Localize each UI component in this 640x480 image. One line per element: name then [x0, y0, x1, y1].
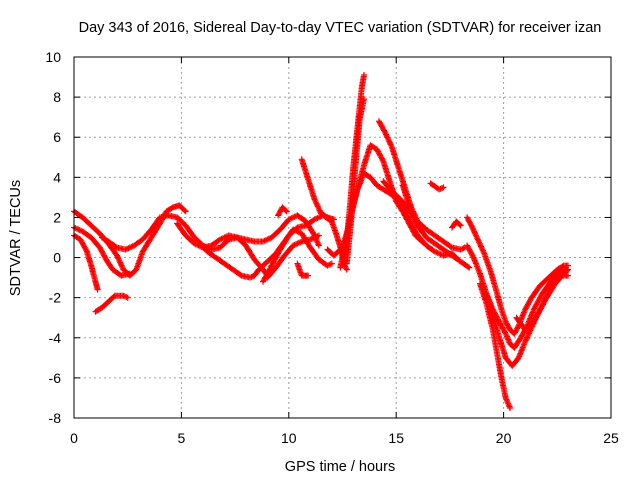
series-arc-6	[174, 212, 322, 251]
y-tick-label: 0	[53, 250, 61, 266]
series-arc-21	[449, 218, 464, 231]
y-tick-label: -2	[49, 290, 62, 306]
y-tick-label: -4	[49, 330, 62, 346]
tick-labels: 0 5 10 15 20 25 -8 -6 -4 -2 0 2 4 6 8 10	[45, 49, 619, 446]
chart-title: Day 343 of 2016, Sidereal Day-to-day VTE…	[79, 20, 602, 36]
data-marks	[399, 182, 417, 219]
data-marks	[264, 232, 322, 281]
y-tick-label: -6	[49, 370, 62, 386]
y-tick-label: 4	[53, 169, 61, 185]
x-tick-label: 10	[281, 430, 297, 446]
series-arc-4	[92, 292, 131, 315]
data-marks	[275, 204, 290, 219]
data-points	[71, 72, 571, 411]
y-tick-label: 8	[53, 89, 61, 105]
data-marks	[477, 280, 513, 411]
axes	[73, 56, 612, 419]
data-marks	[464, 214, 571, 337]
data-marks	[174, 212, 322, 251]
series-arc-24	[477, 280, 513, 411]
series-arc-9	[264, 232, 322, 281]
data-marks	[298, 156, 337, 223]
series-arc-11	[294, 260, 312, 279]
data-marks	[92, 292, 131, 315]
y-tick-label: 10	[45, 49, 61, 65]
data-marks	[343, 96, 367, 267]
x-tick-label: 5	[178, 430, 186, 446]
series-arc-20	[427, 180, 447, 193]
plot-frame	[73, 56, 612, 419]
x-axis-label: GPS time / hours	[285, 459, 395, 475]
x-tick-label: 15	[388, 430, 404, 446]
series-arc-22	[464, 214, 571, 337]
x-tick-label: 25	[603, 430, 619, 446]
data-marks	[513, 272, 571, 333]
series-arc-26	[513, 272, 571, 333]
data-marks	[294, 260, 312, 279]
y-tick-label: 2	[53, 209, 61, 225]
y-axis-label: SDTVAR / TECUs	[8, 180, 24, 296]
y-tick-label: 6	[53, 129, 61, 145]
y-tick-label: -8	[49, 410, 62, 426]
data-marks	[427, 180, 447, 193]
series-arc-10	[275, 204, 290, 219]
series-arc-12	[298, 156, 337, 223]
series-arc-16	[343, 96, 367, 267]
series-arc-19	[399, 182, 417, 219]
x-tick-label: 20	[496, 430, 512, 446]
x-tick-label: 0	[70, 430, 78, 446]
data-marks	[449, 218, 464, 231]
